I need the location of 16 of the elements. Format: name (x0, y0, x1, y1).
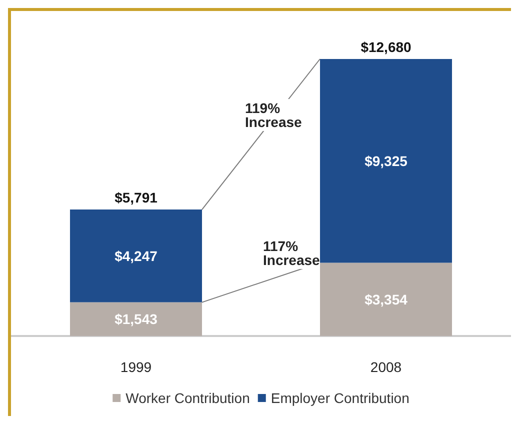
annotation: 117% Increase (263, 238, 320, 268)
bar (320, 59, 452, 263)
total-label: $5,791 (114, 190, 158, 206)
data-label: $4,247 (114, 248, 158, 264)
bar (70, 210, 202, 302)
annotation: 119% Increase (245, 100, 302, 130)
total-label: $12,680 (360, 39, 412, 55)
legend-label: Employer Contribution (270, 390, 410, 406)
bar (320, 262, 452, 336)
data-label: $9,325 (364, 152, 408, 169)
data-label: $3,354 (364, 291, 408, 308)
x-tick-label: 1999 (120, 359, 152, 375)
x-tick-label: 2008 (370, 359, 402, 375)
legend-label: Worker Contribution (126, 390, 250, 406)
data-label: $1,543 (114, 311, 158, 328)
bar (70, 302, 202, 336)
